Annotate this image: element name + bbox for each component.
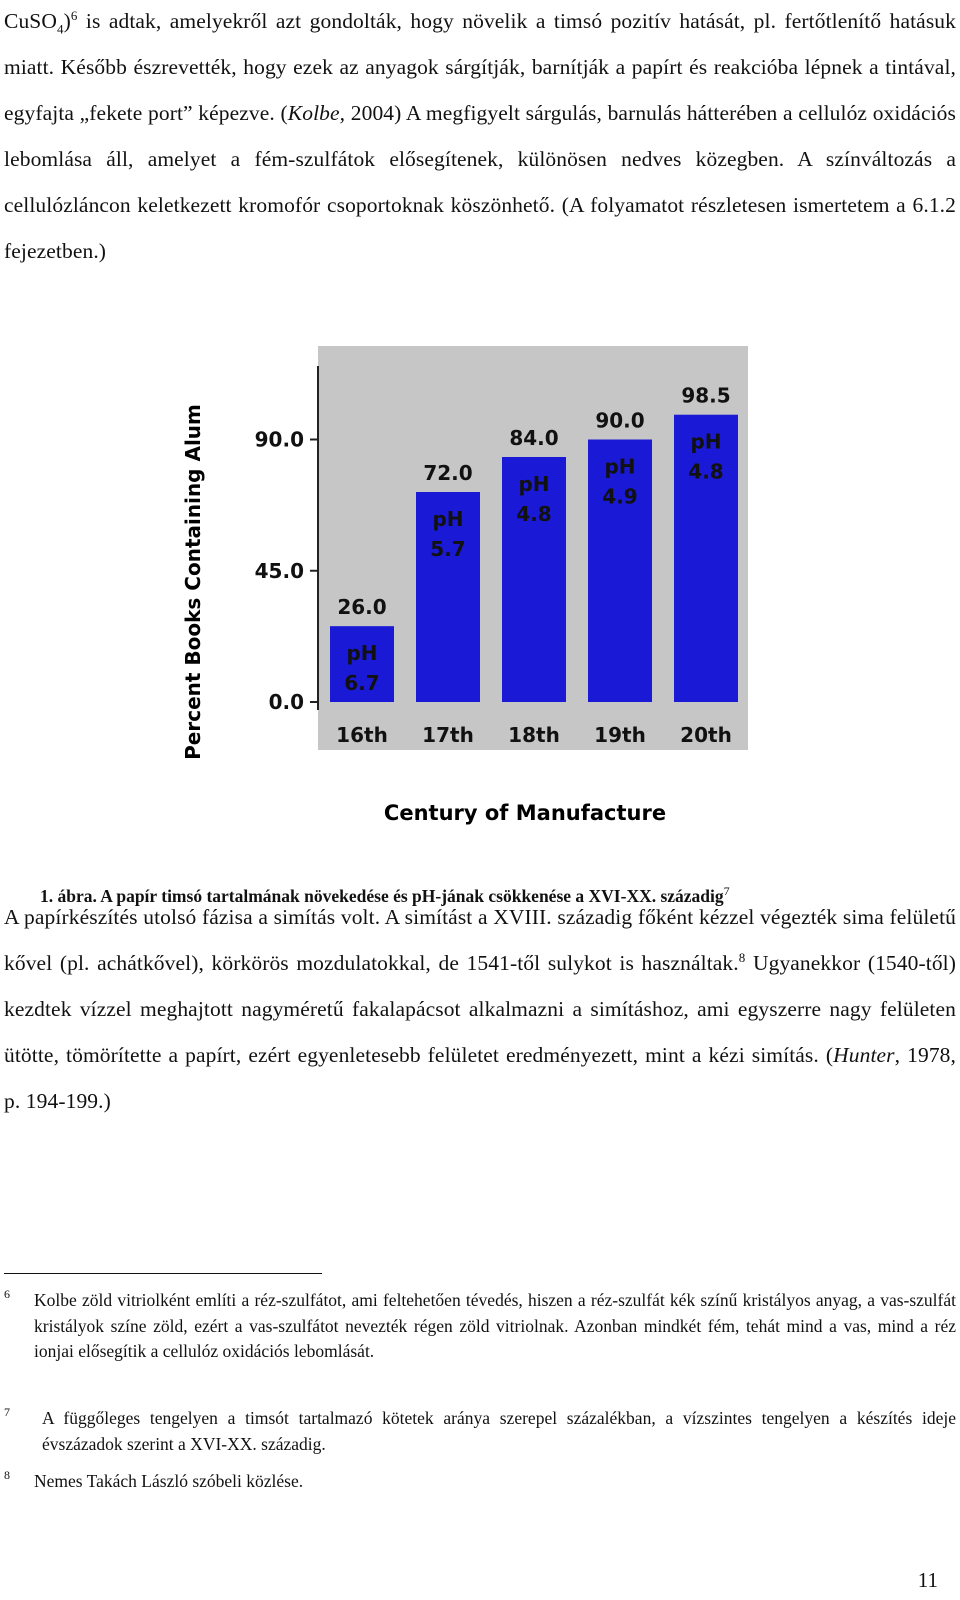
alum-ph-bar-chart: 0.0 45.0 90.0 26.0 pH 6.7 16th 72.0 pH 5.7 17th 84… [170, 340, 770, 850]
footnote-number: 8 [4, 1468, 10, 1482]
x-tick-label: 17th [422, 723, 474, 747]
subscript: 4 [56, 21, 64, 37]
caption-text: 1. ábra. A papír timsó tartalmának növek… [40, 886, 724, 906]
x-axis-title: Century of Manufacture [384, 801, 666, 825]
ph-label: pH [432, 507, 463, 531]
page-number: 11 [917, 1568, 938, 1592]
value-label: 26.0 [337, 595, 386, 619]
footnote-7: 7 A függőleges tengelyen a timsót tartal… [4, 1405, 956, 1457]
y-axis-title: Percent Books Containing Alum [181, 404, 205, 760]
body-paragraph-2: A papírkészítés utolsó fázisa a simítás … [4, 894, 956, 1124]
citation-author: Hunter [833, 1043, 895, 1067]
figure-caption: 1. ábra. A papír timsó tartalmának növek… [40, 884, 940, 907]
text-run: is adtak, amelyekről azt gondolták, hogy… [4, 9, 956, 125]
footnote-6: 6 Kolbe zöld vitriolként említi a réz-sz… [4, 1287, 956, 1365]
footnote-separator [4, 1273, 322, 1274]
footnote-text: Nemes Takách László szóbeli közlése. [34, 1471, 304, 1491]
ph-value: 4.8 [516, 502, 551, 526]
chart-canvas: 0.0 45.0 90.0 26.0 pH 6.7 16th 72.0 pH 5.7 17th 84… [181, 346, 748, 825]
bar-18th [502, 457, 566, 702]
footnote-number: 7 [4, 1405, 10, 1419]
text-run: A papírkészítés utolsó fázisa a simítás … [4, 905, 956, 975]
bar-19th [588, 439, 652, 702]
ph-label: pH [346, 641, 377, 665]
value-label: 98.5 [681, 384, 730, 408]
footnote-ref-6: 6 [70, 7, 78, 23]
footnote-text: A függőleges tengelyen a timsót tartalma… [42, 1408, 956, 1454]
text-run: Ugyanekkor (1540-től) kezdtek vízzel meg… [4, 951, 956, 1067]
ph-value: 6.7 [344, 671, 379, 695]
footnote-ref-8: 8 [738, 949, 746, 965]
y-tick-label: 45.0 [255, 559, 304, 583]
ph-value: 4.9 [602, 485, 637, 509]
footnote-number: 6 [4, 1287, 10, 1301]
x-tick-label: 19th [594, 723, 646, 747]
ph-label: pH [604, 455, 635, 479]
y-tick-label: 90.0 [255, 428, 304, 452]
ph-value: 4.8 [688, 460, 723, 484]
y-ticks: 0.0 45.0 90.0 [255, 428, 318, 714]
value-label: 84.0 [509, 426, 558, 450]
value-label: 90.0 [595, 409, 644, 433]
body-paragraph-1: CuSO4)6 is adtak, amelyekről azt gondolt… [4, 0, 956, 274]
ph-value: 5.7 [430, 537, 465, 561]
citation-author: Kolbe, [287, 101, 346, 125]
ph-label: pH [518, 472, 549, 496]
x-tick-label: 16th [336, 723, 388, 747]
footnote-ref-7: 7 [723, 884, 730, 899]
bar-17th [416, 492, 480, 702]
text-run: , 1978, p. 194-199.) [4, 1043, 956, 1113]
x-tick-label: 18th [508, 723, 560, 747]
bar-16th [330, 626, 394, 702]
text-run: ) [63, 9, 71, 33]
y-tick-label: 0.0 [269, 690, 304, 714]
x-tick-label: 20th [680, 723, 732, 747]
ph-label: pH [690, 430, 721, 454]
bars [330, 414, 738, 702]
bar-labels: 26.0 pH 6.7 16th 72.0 pH 5.7 17th 84.0 pH 4.8 18th 9… [336, 384, 732, 747]
text-run: 2004) A megfigyelt sárgulás, barnulás há… [4, 101, 956, 263]
footnote-text: Kolbe zöld vitriolként említi a réz-szul… [34, 1290, 956, 1361]
bar-20th [674, 414, 738, 702]
footnote-8: 8 Nemes Takách László szóbeli közlése. [4, 1468, 956, 1495]
text-run: CuSO [4, 9, 57, 33]
value-label: 72.0 [423, 461, 472, 485]
